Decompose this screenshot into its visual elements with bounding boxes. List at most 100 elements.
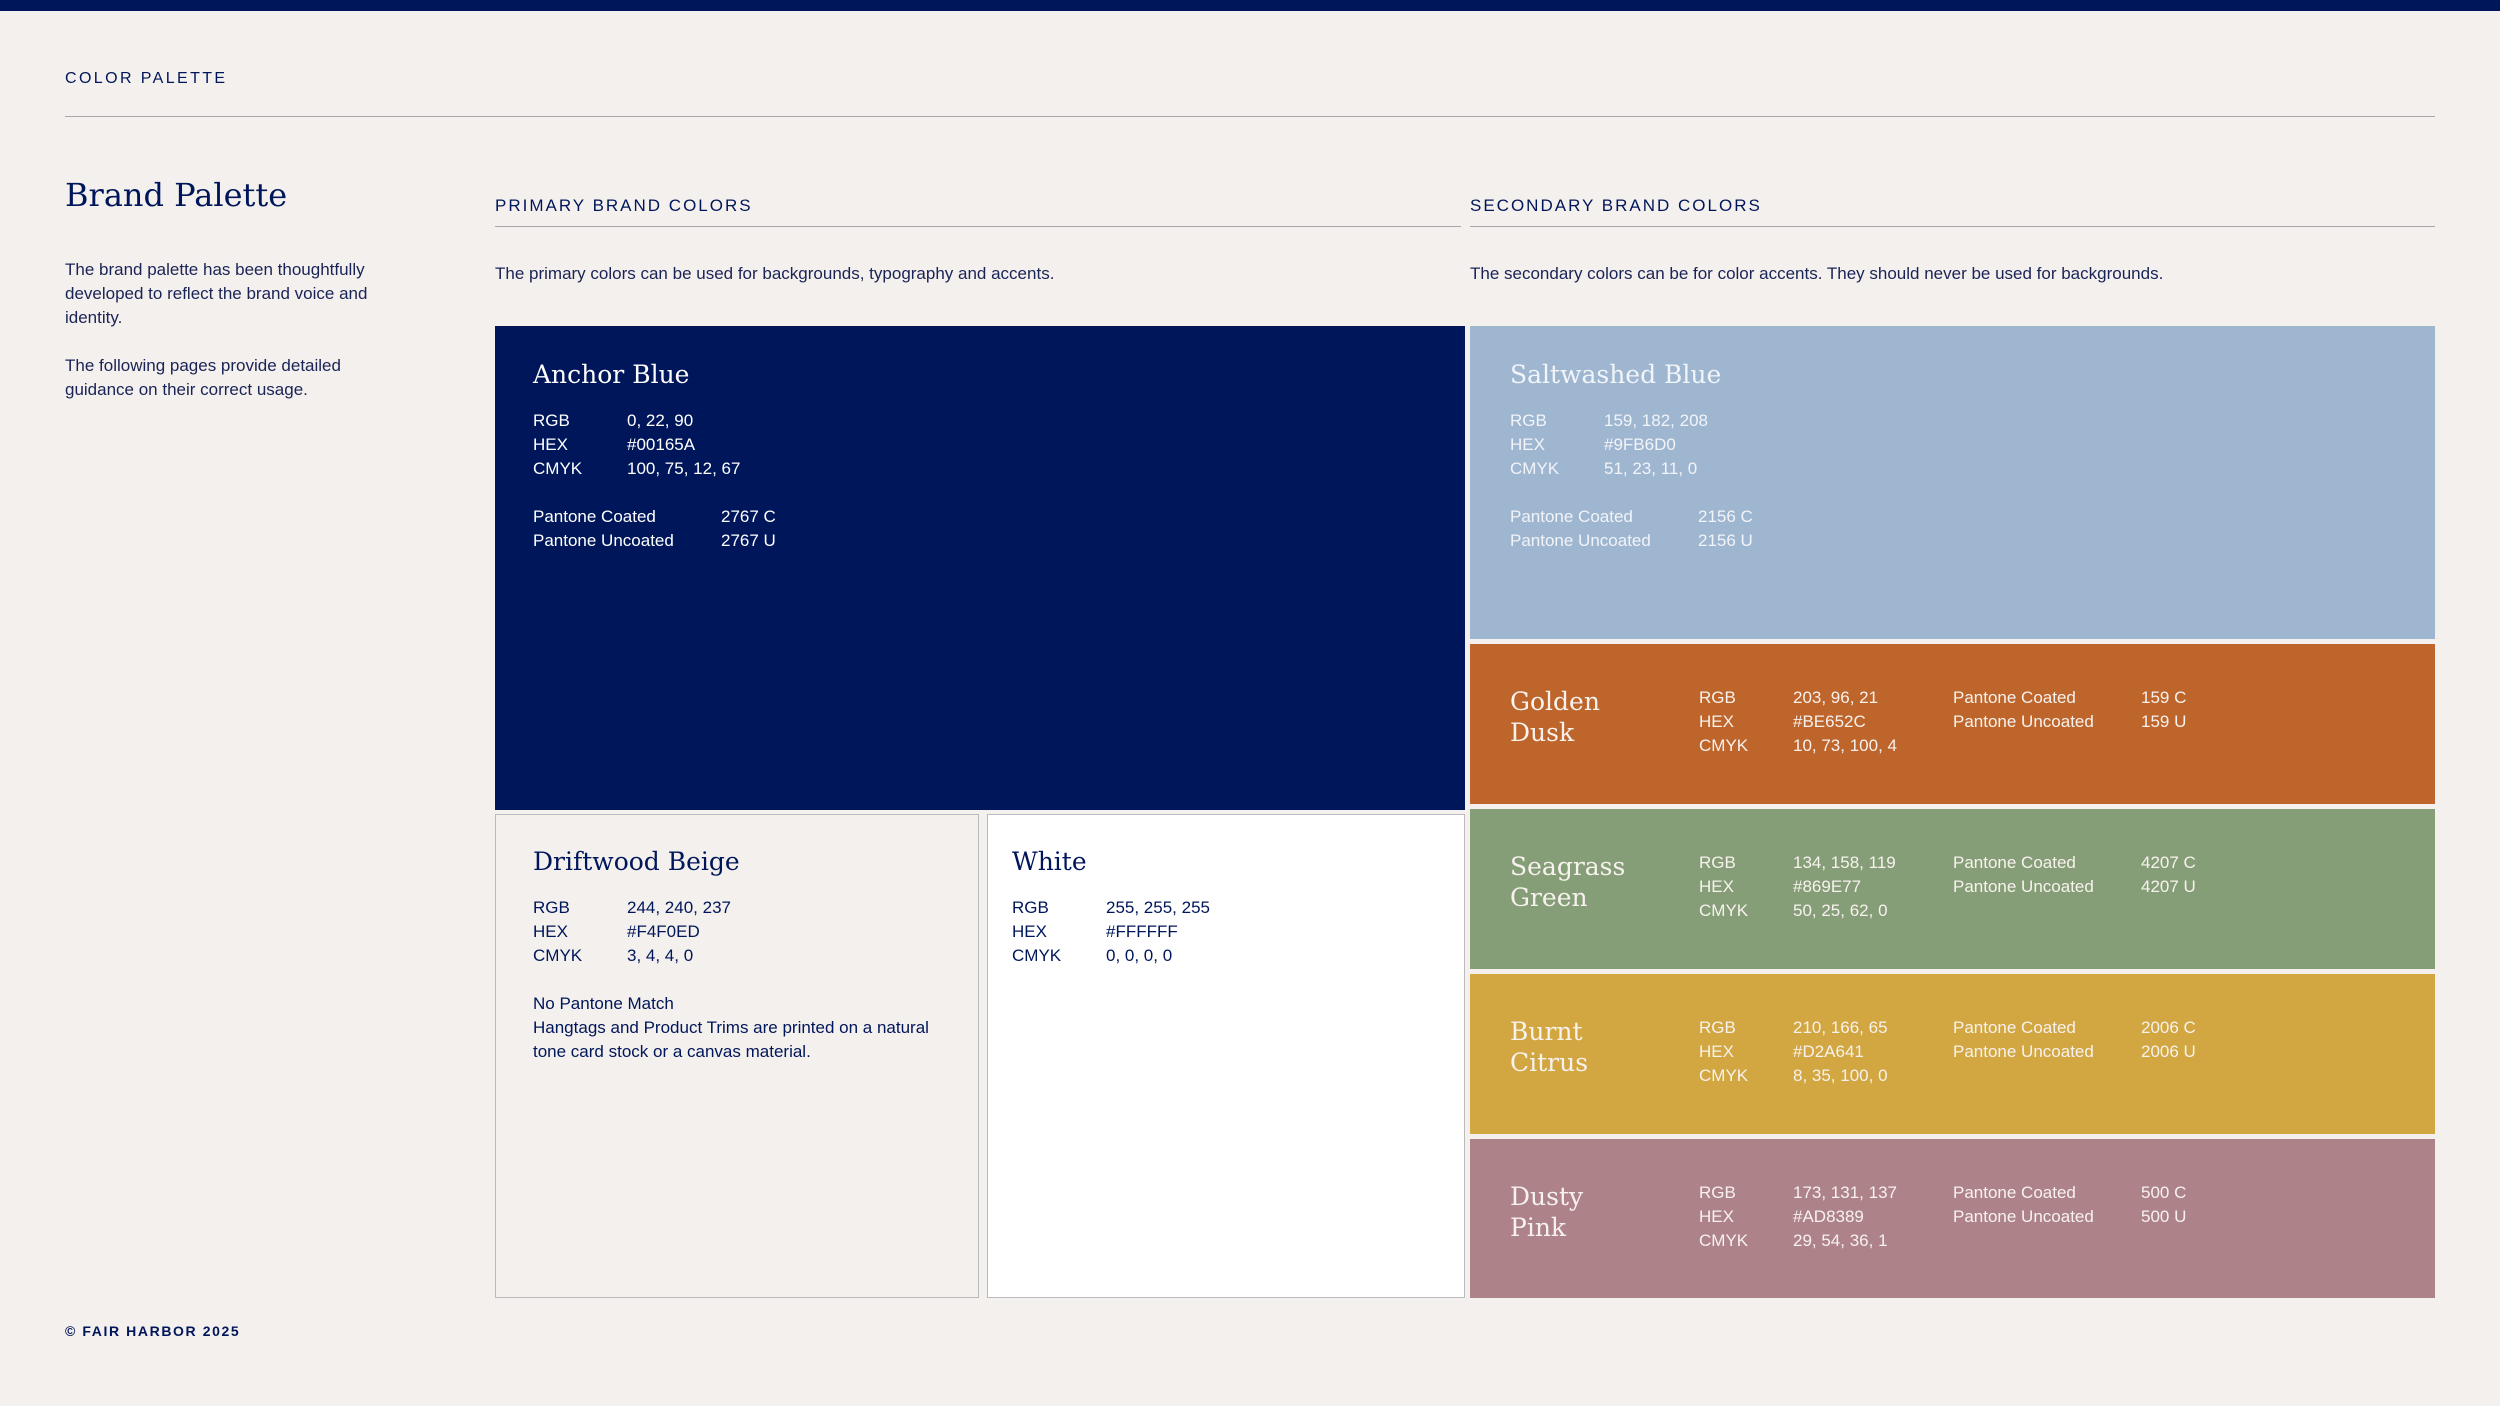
hex-label: HEX xyxy=(1699,1207,1734,1226)
pantone-uncoated-label: Pantone Uncoated xyxy=(1953,1207,2094,1226)
pantone-uncoated-label: Pantone Uncoated xyxy=(1953,712,2094,731)
top-accent-bar xyxy=(0,0,2500,11)
pantone-coated-label: Pantone Coated xyxy=(533,507,656,526)
color-name-line: Seagrass xyxy=(1510,852,1626,881)
rgb-label: RGB xyxy=(1699,853,1736,872)
swatch-saltwashed-blue: Saltwashed Blue RGB 159, 182, 208 HEX #9FB… xyxy=(1470,326,2435,639)
cmyk-label: CMYK xyxy=(1699,1066,1749,1085)
color-name-line: Dusk xyxy=(1510,718,1575,747)
swatch-seagrass-green: Seagrass Green RGB 134, 158, 119 HEX #869E… xyxy=(1470,809,2435,969)
color-name: Saltwashed Blue xyxy=(1510,360,1722,389)
rgb-value: 255, 255, 255 xyxy=(1106,898,1210,917)
hex-value: #D2A641 xyxy=(1793,1042,1864,1061)
cmyk-value: 3, 4, 4, 0 xyxy=(627,946,694,965)
color-name-line: Dusty xyxy=(1510,1182,1584,1211)
color-name: Golden Dusk xyxy=(1510,686,1670,748)
intro-paragraph: The brand palette has been thoughtfully … xyxy=(65,260,368,327)
hex-label: HEX xyxy=(1699,877,1734,896)
pantone-uncoated-label: Pantone Uncoated xyxy=(533,531,674,550)
footer-copyright: © FAIR HARBOR 2025 xyxy=(65,1323,241,1339)
cmyk-value: 10, 73, 100, 4 xyxy=(1793,736,1897,755)
color-values: RGB 203, 96, 21 HEX #BE652C CMYK 10, 73, 10… xyxy=(1699,686,1897,758)
hex-value: #F4F0ED xyxy=(627,922,700,941)
pantone-uncoated-value: 500 U xyxy=(2141,1207,2187,1226)
color-name-line: Burnt xyxy=(1510,1017,1583,1046)
hex-label: HEX xyxy=(1699,712,1734,731)
cmyk-label: CMYK xyxy=(1510,459,1560,478)
rgb-value: 210, 166, 65 xyxy=(1793,1018,1888,1037)
hex-label: HEX xyxy=(1012,922,1047,941)
pantone-uncoated-value: 4207 U xyxy=(2141,877,2196,896)
hex-label: HEX xyxy=(1699,1042,1734,1061)
rgb-value: 159, 182, 208 xyxy=(1604,411,1708,430)
pantone-coated-value: 4207 C xyxy=(2141,853,2196,872)
color-values: RGB 173, 131, 137 HEX #AD8389 CMYK 29, 54, … xyxy=(1699,1181,1897,1253)
color-name: Burnt Citrus xyxy=(1510,1016,1670,1078)
color-values: RGB 255, 255, 255 HEX #FFFFFF CMYK 0, 0, 0,… xyxy=(1012,896,1210,968)
hex-value: #869E77 xyxy=(1793,877,1862,896)
pantone-coated-value: 2767 C xyxy=(721,507,776,526)
color-name-line: Citrus xyxy=(1510,1048,1589,1077)
hex-label: HEX xyxy=(1510,435,1545,454)
pantone-coated-label: Pantone Coated xyxy=(1953,688,2076,707)
color-values: RGB 159, 182, 208 HEX #9FB6D0 CMYK 51, 23, … xyxy=(1510,409,1753,481)
cmyk-value: 100, 75, 12, 67 xyxy=(627,459,741,478)
pantone-values: Pantone Coated 4207 C Pantone Uncoated 420… xyxy=(1953,851,2196,899)
primary-divider xyxy=(495,226,1461,227)
section-label: COLOR PALETTE xyxy=(65,70,228,87)
color-values: RGB 210, 166, 65 HEX #D2A641 CMYK 8, 35, 10… xyxy=(1699,1016,1888,1088)
pantone-coated-label: Pantone Coated xyxy=(1953,1018,2076,1037)
header-divider xyxy=(65,116,2435,117)
intro-paragraph: The following pages provide detailed gui… xyxy=(65,356,341,399)
page-title: Brand Palette xyxy=(65,176,288,214)
cmyk-value: 29, 54, 36, 1 xyxy=(1793,1231,1888,1250)
color-values: RGB 244, 240, 237 HEX #F4F0ED CMYK 3, 4, 4,… xyxy=(533,896,933,968)
secondary-divider xyxy=(1470,226,2435,227)
pantone-values: Pantone Coated 159 C Pantone Uncoated 159 … xyxy=(1953,686,2186,734)
pantone-coated-label: Pantone Coated xyxy=(1953,853,2076,872)
color-name-line: Golden xyxy=(1510,687,1600,716)
pantone-note: No Pantone Match Hangtags and Product Tr… xyxy=(533,992,933,1064)
hex-value: #AD8389 xyxy=(1793,1207,1864,1226)
hex-value: #BE652C xyxy=(1793,712,1866,731)
swatch-anchor-blue: Anchor Blue RGB 0, 22, 90 HEX #00165A CMYK… xyxy=(495,326,1465,810)
cmyk-value: 8, 35, 100, 0 xyxy=(1793,1066,1888,1085)
swatch-dusty-pink: Dusty Pink RGB 173, 131, 137 HEX #AD8389 C… xyxy=(1470,1139,2435,1298)
pantone-values: Pantone Coated 2156 C Pantone Uncoated 215… xyxy=(1510,505,1753,553)
hex-value: #9FB6D0 xyxy=(1604,435,1676,454)
color-name: White xyxy=(1012,847,1087,876)
swatch-burnt-citrus: Burnt Citrus RGB 210, 166, 65 HEX #D2A641 … xyxy=(1470,974,2435,1134)
rgb-value: 173, 131, 137 xyxy=(1793,1183,1897,1202)
rgb-value: 134, 158, 119 xyxy=(1793,853,1896,872)
color-name-line: Pink xyxy=(1510,1213,1567,1242)
cmyk-label: CMYK xyxy=(1012,946,1062,965)
color-values: RGB 134, 158, 119 HEX #869E77 CMYK 50, 25, … xyxy=(1699,851,1896,923)
note-body: Hangtags and Product Trims are printed o… xyxy=(533,1018,929,1061)
cmyk-label: CMYK xyxy=(1699,1231,1749,1250)
hex-label: HEX xyxy=(533,435,568,454)
rgb-label: RGB xyxy=(1012,898,1049,917)
cmyk-value: 51, 23, 11, 0 xyxy=(1604,459,1698,478)
color-values: RGB 0, 22, 90 HEX #00165A CMYK 100, 75, 12,… xyxy=(533,409,776,481)
swatch-white: White RGB 255, 255, 255 HEX #FFFFFF CMYK 0,… xyxy=(987,814,1465,1298)
hex-label: HEX xyxy=(533,922,568,941)
pantone-uncoated-value: 159 U xyxy=(2141,712,2187,731)
pantone-values: Pantone Coated 500 C Pantone Uncoated 500 … xyxy=(1953,1181,2186,1229)
rgb-value: 0, 22, 90 xyxy=(627,411,694,430)
pantone-uncoated-label: Pantone Uncoated xyxy=(1510,531,1651,550)
pantone-coated-value: 500 C xyxy=(2141,1183,2187,1202)
note-title: No Pantone Match xyxy=(533,994,674,1013)
cmyk-label: CMYK xyxy=(1699,736,1749,755)
color-name-line: Green xyxy=(1510,883,1588,912)
pantone-coated-value: 2156 C xyxy=(1698,507,1753,526)
rgb-label: RGB xyxy=(1699,1183,1736,1202)
rgb-value: 244, 240, 237 xyxy=(627,898,731,917)
primary-heading: PRIMARY BRAND COLORS xyxy=(495,196,753,215)
hex-value: #FFFFFF xyxy=(1106,922,1178,941)
rgb-label: RGB xyxy=(533,898,570,917)
color-name: Anchor Blue xyxy=(533,360,690,389)
cmyk-value: 50, 25, 62, 0 xyxy=(1793,901,1888,920)
secondary-heading: SECONDARY BRAND COLORS xyxy=(1470,196,1762,215)
pantone-coated-label: Pantone Coated xyxy=(1953,1183,2076,1202)
pantone-uncoated-label: Pantone Uncoated xyxy=(1953,877,2094,896)
